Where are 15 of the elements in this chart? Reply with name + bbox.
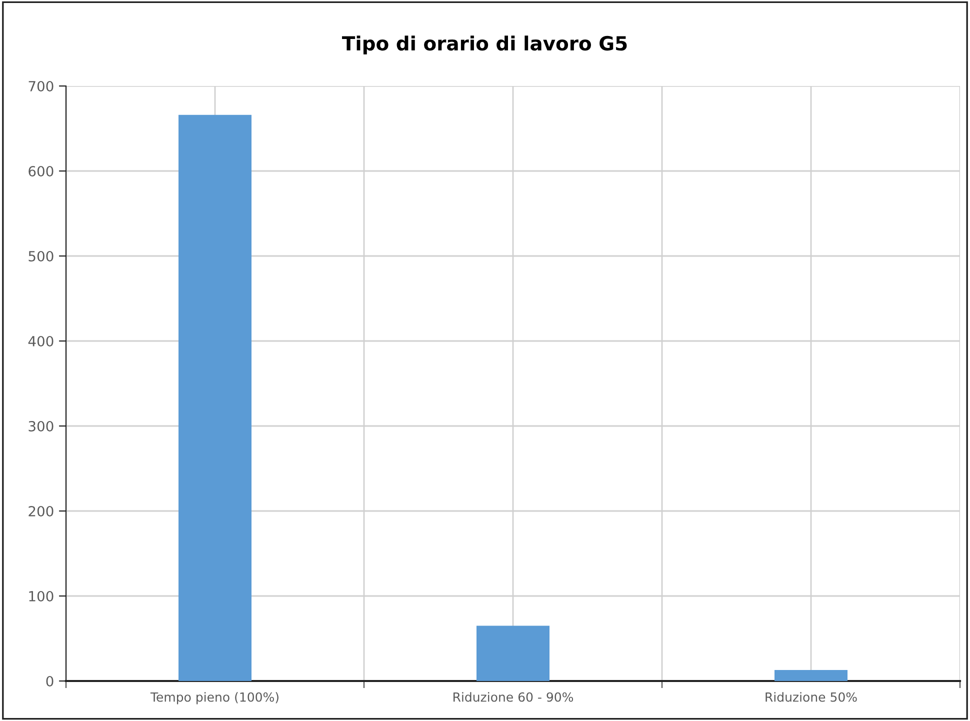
- y-tick-label: 200: [28, 506, 54, 516]
- chart-title: Tipo di orario di lavoro G5: [342, 36, 627, 54]
- y-tick-label: 400: [28, 336, 54, 346]
- x-tick-label: Riduzione 50%: [766, 692, 857, 702]
- x-tick-label: Riduzione 60 - 90%: [454, 692, 574, 702]
- y-tick-label: 500: [28, 250, 54, 262]
- bar: [476, 626, 550, 681]
- bar: [774, 670, 848, 681]
- y-tick-label: 0: [46, 676, 54, 686]
- y-tick-label: 300: [28, 420, 54, 432]
- y-tick-label: 100: [29, 590, 54, 602]
- y-tick-label: 700: [28, 80, 54, 92]
- y-tick-label: 600: [28, 166, 54, 176]
- x-tick-label: Tempo pieno (100%): [150, 692, 278, 704]
- bar: [178, 114, 252, 681]
